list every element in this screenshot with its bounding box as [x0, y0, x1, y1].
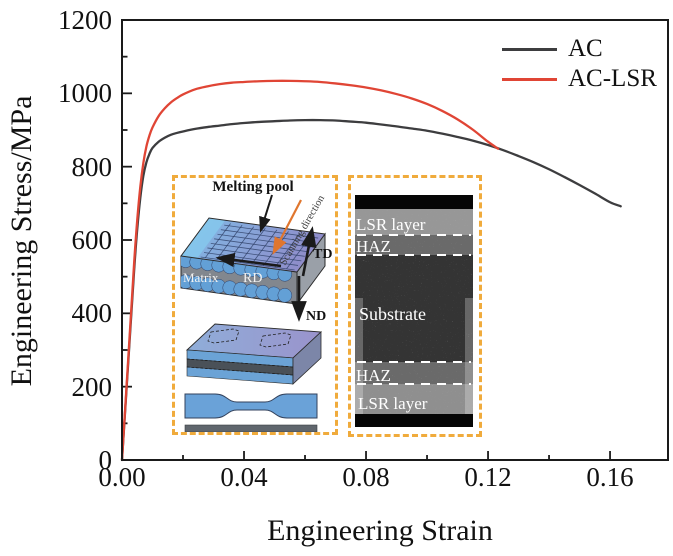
- matrix-label: Matrix: [183, 270, 219, 285]
- x-tick-label: 0.08: [342, 462, 390, 492]
- edge-highlight-left: [355, 298, 363, 416]
- legend-entry-ac-lsr: AC-LSR: [502, 65, 657, 92]
- curves: [120, 79, 622, 462]
- curve-ac: [120, 118, 622, 462]
- y-tick-label: 1000: [58, 78, 112, 109]
- grid-line: [240, 228, 265, 262]
- dogbone-outline-1: [207, 328, 240, 344]
- rd-label: RD: [243, 271, 262, 286]
- x-tick-label: 0.00: [98, 462, 146, 492]
- black-band-top: [355, 195, 473, 209]
- legend-entry-ac: AC: [502, 35, 657, 62]
- flat-bar: [184, 424, 318, 432]
- grid-line: [207, 248, 301, 261]
- y-axis-label: Engineering Stress/MPa: [5, 95, 38, 387]
- plot-frame: [121, 19, 669, 461]
- melting-pool-arrow: [259, 194, 273, 233]
- x-axis-label: Engineering Strain: [267, 514, 493, 547]
- rd-arrow: [215, 252, 282, 268]
- grid-line: [221, 230, 315, 243]
- y-tick-label: 0: [98, 445, 113, 475]
- grid-line: [275, 233, 300, 267]
- melting-pool-label: Melting pool: [212, 179, 293, 195]
- black-band-bottom: [355, 414, 473, 427]
- lsr-layer-top-label: LSR layer: [356, 215, 426, 234]
- schematic-drawing: Melting pool Scanning direction RD Matri…: [175, 179, 335, 432]
- legend: AC AC-LSR: [502, 35, 657, 92]
- haz-band-bottom: [355, 362, 473, 384]
- edge-highlight-right: [465, 298, 473, 416]
- y-tick-label: 800: [71, 151, 113, 182]
- legend-label-ac-lsr: AC-LSR: [568, 65, 657, 92]
- layered-sample-block: [185, 323, 323, 385]
- legend-label-ac: AC: [568, 35, 603, 62]
- y-tick-label: 600: [71, 225, 113, 255]
- dogbone-outline-2: [259, 332, 292, 348]
- lsr-layer-bottom-label: LSR layer: [358, 394, 428, 413]
- haz-bottom-label: HAZ: [356, 366, 391, 385]
- tensile-specimen: [184, 393, 318, 419]
- x-tick-label: 0.04: [220, 462, 268, 492]
- inset-schematic: Melting pool Scanning direction RD Matri…: [172, 175, 338, 435]
- y-tick-label: 400: [71, 298, 113, 329]
- curve-ac-lsr: [120, 79, 500, 462]
- x-tick-label: 0.12: [464, 462, 512, 492]
- td-arrow: [301, 226, 317, 277]
- substrate-label: Substrate: [359, 304, 426, 324]
- grid-line: [214, 239, 308, 252]
- y-tick-label: 200: [71, 371, 113, 402]
- y-tick-label: 1200: [58, 5, 112, 35]
- legend-line-ac-lsr: [502, 77, 557, 81]
- grid-line: [205, 223, 230, 257]
- grid-line: [211, 243, 305, 256]
- grid-line: [252, 230, 277, 264]
- micrograph-image: LSR layer HAZ Substrate HAZ LSR layer: [355, 195, 473, 427]
- legend-line-ac: [502, 47, 557, 51]
- grid-line: [217, 234, 311, 247]
- nd-label: ND: [306, 309, 326, 324]
- haz-top-label: HAZ: [356, 237, 391, 256]
- scanning-direction-arrow: [272, 199, 302, 255]
- haz-band-top: [355, 235, 473, 255]
- lsr-band-bottom: [355, 384, 473, 414]
- inset-micrograph: LSR layer HAZ Substrate HAZ LSR layer: [348, 175, 482, 437]
- melt-pool-scallop: [277, 288, 293, 303]
- x-tick-label: 0.16: [586, 462, 634, 492]
- lsr-band-top: [355, 209, 473, 235]
- td-label: TD: [313, 247, 332, 262]
